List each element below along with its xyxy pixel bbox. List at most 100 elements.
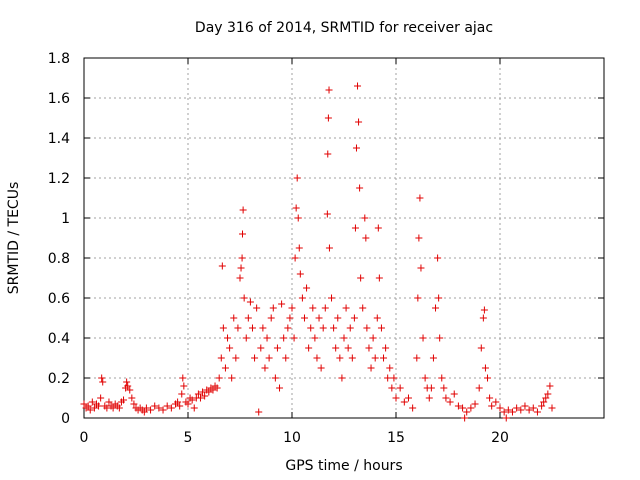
data-point-plus: [179, 374, 187, 382]
data-point-plus: [234, 324, 242, 332]
data-point-plus: [244, 314, 252, 322]
data-point-plus: [317, 364, 325, 372]
data-point-plus: [546, 382, 554, 390]
data-point-plus: [239, 206, 247, 214]
data-point-plus: [486, 394, 494, 402]
data-point-plus: [390, 374, 398, 382]
data-point-plus: [276, 384, 284, 392]
data-point-plus: [205, 388, 213, 396]
data-point-plus: [291, 254, 299, 262]
data-point-plus: [305, 344, 313, 352]
data-point-plus: [296, 270, 304, 278]
data-point-plus: [529, 404, 537, 412]
data-point-plus: [396, 384, 404, 392]
data-point-plus: [477, 344, 485, 352]
y-tick-label: 0.8: [48, 251, 70, 267]
data-point-plus: [481, 364, 489, 372]
data-point-plus: [340, 334, 348, 342]
plot-frame: [83, 57, 605, 419]
data-point-plus: [97, 394, 105, 402]
y-tick-label: 0: [61, 411, 70, 427]
data-point-plus: [300, 314, 308, 322]
data-point-plus: [292, 204, 300, 212]
data-point-plus: [356, 184, 364, 192]
data-point-plus: [209, 386, 217, 394]
data-point-plus: [232, 354, 240, 362]
data-point-plus: [377, 324, 385, 332]
data-point-plus: [253, 304, 261, 312]
data-point-plus: [180, 382, 188, 390]
data-point-plus: [130, 400, 138, 408]
data-point-plus: [413, 354, 421, 362]
data-point-plus: [344, 344, 352, 352]
data-point-plus: [273, 344, 281, 352]
data-point-plus: [463, 408, 471, 416]
data-point-plus: [440, 384, 448, 392]
data-point-plus: [265, 354, 273, 362]
data-point-plus: [325, 244, 333, 252]
data-point-plus: [533, 408, 541, 416]
data-point-plus: [215, 374, 223, 382]
data-point-plus: [425, 394, 433, 402]
data-point-plus: [508, 408, 516, 416]
data-point-plus: [459, 404, 467, 412]
data-point-plus: [103, 404, 111, 412]
x-tick-label: 5: [184, 430, 193, 446]
data-point-plus: [496, 404, 504, 412]
data-point-plus: [303, 284, 311, 292]
data-point-plus: [330, 324, 338, 332]
data-point-plus: [242, 334, 250, 342]
y-tick-label: 1: [61, 211, 70, 227]
data-point-plus: [159, 406, 167, 414]
data-point-plus: [350, 314, 358, 322]
data-point-plus: [282, 354, 290, 362]
data-point-plus: [124, 382, 132, 390]
data-point-plus: [184, 400, 192, 408]
data-point-plus: [521, 402, 529, 410]
data-point-plus: [544, 390, 552, 398]
data-point-plus: [213, 384, 221, 392]
chart-title: Day 316 of 2014, SRMTID for receiver aja…: [195, 20, 493, 36]
data-point-plus: [446, 398, 454, 406]
data-point-plus: [263, 334, 271, 342]
data-point-plus: [236, 274, 244, 282]
data-point-plus: [488, 402, 496, 410]
data-point-plus: [286, 314, 294, 322]
data-point-plus: [319, 324, 327, 332]
data-point-plus: [240, 294, 248, 302]
data-point-plus: [438, 374, 446, 382]
data-point-plus: [95, 402, 103, 410]
data-point-plus: [409, 404, 417, 412]
data-point-plus: [323, 210, 331, 218]
data-point-plus: [284, 324, 292, 332]
data-point-plus: [313, 354, 321, 362]
data-point-plus: [380, 354, 388, 362]
data-point-plus: [436, 334, 444, 342]
data-point-plus: [123, 378, 131, 386]
data-point-plus: [115, 404, 123, 412]
data-point-plus: [504, 406, 512, 414]
data-point-plus: [492, 398, 500, 406]
data-point-plus: [373, 314, 381, 322]
data-point-plus: [167, 404, 175, 412]
data-point-plus: [480, 306, 488, 314]
data-point-plus: [294, 214, 302, 222]
y-tick-label: 1.6: [48, 91, 70, 107]
data-point-plus: [442, 394, 450, 402]
data-point-plus: [369, 334, 377, 342]
data-point-plus: [126, 386, 134, 394]
data-point-plus: [88, 398, 96, 406]
data-point-plus: [86, 406, 94, 414]
data-point-plus: [384, 374, 392, 382]
data-point-plus: [201, 392, 209, 400]
y-tick-label: 1.4: [48, 131, 70, 147]
data-point-plus: [325, 86, 333, 94]
tick-labels: 0 0.2 0.4 0.6 0.8 1 1.2 1.4 1.6 1.8 0 5 10 15 20: [48, 51, 509, 446]
data-point-plus: [309, 304, 317, 312]
data-point-plus: [307, 324, 315, 332]
data-point-plus: [321, 304, 329, 312]
data-point-plus: [414, 294, 422, 302]
data-point-plus: [434, 254, 442, 262]
data-point-plus: [315, 314, 323, 322]
data-point-plus: [363, 324, 371, 332]
